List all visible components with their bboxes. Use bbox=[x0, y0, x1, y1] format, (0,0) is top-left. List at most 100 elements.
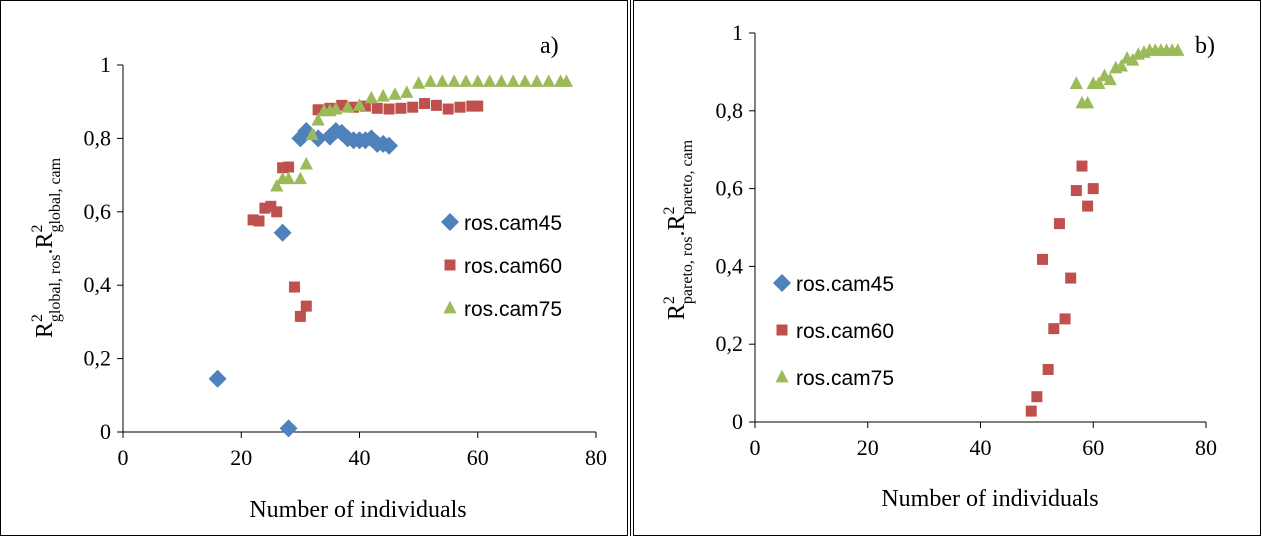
y-tick-label-b-4: 0,8 bbox=[716, 98, 744, 123]
point-b-ros.cam60-6 bbox=[1059, 313, 1071, 325]
point-a-ros.cam45-1 bbox=[273, 223, 292, 242]
point-a-ros.cam75-5 bbox=[305, 127, 319, 141]
point-b-ros.cam60-5 bbox=[1053, 218, 1065, 230]
legend-b-marker-ros.cam60 bbox=[776, 324, 788, 336]
legend-b-label-ros.cam45: ros.cam45 bbox=[796, 273, 894, 296]
point-b-ros.cam75-0 bbox=[1069, 76, 1083, 89]
x-tick-label-b-0: 0 bbox=[750, 435, 761, 460]
point-a-ros.cam75-25 bbox=[518, 74, 532, 87]
point-a-ros.cam60-6 bbox=[283, 161, 295, 173]
y-tick-label-b-2: 0,4 bbox=[716, 253, 744, 278]
point-a-ros.cam60-7 bbox=[288, 281, 300, 293]
point-a-ros.cam75-6 bbox=[311, 112, 325, 126]
point-a-ros.cam45-0 bbox=[208, 369, 227, 388]
legend-a-marker-ros.cam45 bbox=[441, 213, 459, 231]
point-a-ros.cam60-16 bbox=[383, 103, 395, 115]
point-a-ros.cam75-20 bbox=[459, 74, 473, 87]
point-a-ros.cam75-12 bbox=[364, 90, 378, 104]
point-a-ros.cam75-18 bbox=[435, 74, 449, 87]
y-tick-label-b-3: 0,6 bbox=[716, 176, 744, 201]
y-label-b-sup2: 2 bbox=[661, 207, 678, 215]
point-b-ros.cam60-2 bbox=[1037, 253, 1049, 265]
y-label-b-base: R bbox=[664, 304, 690, 320]
point-a-ros.cam75-23 bbox=[494, 74, 508, 87]
point-a-ros.cam60-4 bbox=[271, 206, 283, 218]
y-label-a-sup2: 2 bbox=[29, 225, 46, 233]
point-a-ros.cam75-3 bbox=[293, 171, 307, 185]
point-a-ros.cam75-9 bbox=[329, 101, 343, 115]
point-a-ros.cam75-19 bbox=[447, 74, 461, 87]
point-a-ros.cam60-9 bbox=[300, 300, 312, 312]
point-b-ros.cam75-8 bbox=[1114, 58, 1129, 72]
y-label-b-sep: .R bbox=[664, 215, 690, 237]
legend-a-marker-ros.cam60 bbox=[444, 259, 456, 271]
y-axis-label-a: R2global, ros.R2global, cam bbox=[29, 157, 64, 338]
y-tick-label-a-4: 0,8 bbox=[84, 125, 112, 150]
legend-a: ros.cam45 ros.cam60 ros.cam75 bbox=[441, 212, 562, 321]
point-a-ros.cam75-15 bbox=[400, 85, 414, 98]
y-label-b-sub2: pareto, cam bbox=[679, 139, 696, 214]
point-b-ros.cam60-11 bbox=[1087, 183, 1099, 195]
point-a-ros.cam45-2 bbox=[279, 419, 298, 438]
chart-panel-b: 0 0,2 0,4 0,6 0,8 1 0 20 40 60 80 b) Number of ind… bbox=[661, 20, 1217, 512]
point-a-ros.cam75-14 bbox=[388, 87, 402, 100]
y-tick-label-b-1: 0,2 bbox=[716, 331, 744, 356]
point-b-ros.cam60-1 bbox=[1031, 391, 1043, 403]
chart-panel-a: 0 0,2 0,4 0,6 0,8 1 0 20 40 60 80 a) Number of ind… bbox=[29, 33, 607, 523]
point-a-ros.cam75-22 bbox=[482, 74, 497, 87]
x-tick-label-b-3: 60 bbox=[1082, 435, 1104, 460]
x-tick-label-a-4: 80 bbox=[585, 445, 607, 470]
legend-a-label-ros.cam75: ros.cam75 bbox=[464, 298, 562, 321]
point-b-ros.cam60-4 bbox=[1048, 323, 1060, 335]
point-a-ros.cam60-23 bbox=[466, 100, 478, 112]
y-tick-label-a-3: 0,6 bbox=[84, 199, 112, 224]
point-a-ros.cam75-16 bbox=[412, 76, 426, 89]
x-tick-label-a-0: 0 bbox=[118, 445, 129, 470]
point-a-ros.cam75-27 bbox=[542, 74, 556, 87]
point-b-ros.cam60-7 bbox=[1065, 272, 1077, 284]
x-tick-label-b-1: 20 bbox=[857, 435, 879, 460]
x-tick-label-a-2: 40 bbox=[349, 445, 371, 470]
point-a-ros.cam60-1 bbox=[253, 215, 265, 227]
legend-b-label-ros.cam75: ros.cam75 bbox=[796, 367, 894, 390]
y-tick-label-a-5: 1 bbox=[100, 52, 111, 77]
legend-b-marker-ros.cam45 bbox=[773, 274, 791, 292]
point-a-ros.cam60-13 bbox=[348, 101, 360, 113]
panel-b-tag: b) bbox=[1195, 33, 1215, 59]
x-axis-label-a: Number of individuals bbox=[249, 497, 466, 523]
point-a-ros.cam60-14 bbox=[359, 100, 371, 112]
point-a-ros.cam60-19 bbox=[419, 98, 431, 110]
legend-b: ros.cam45 ros.cam60 ros.cam75 bbox=[773, 273, 894, 390]
x-tick-label-b-2: 40 bbox=[970, 435, 992, 460]
point-b-ros.cam60-8 bbox=[1070, 185, 1082, 197]
point-a-ros.cam75-29 bbox=[559, 74, 574, 87]
point-b-ros.cam75-18 bbox=[1171, 43, 1185, 56]
point-b-ros.cam60-3 bbox=[1042, 363, 1054, 375]
point-a-ros.cam60-18 bbox=[407, 101, 419, 113]
point-b-ros.cam75-6 bbox=[1103, 72, 1117, 86]
point-a-ros.cam75-2 bbox=[281, 171, 296, 185]
y-tick-label-b-0: 0 bbox=[732, 409, 743, 434]
point-b-ros.cam75-2 bbox=[1081, 95, 1095, 109]
point-a-ros.cam75-17 bbox=[423, 74, 438, 87]
y-tick-label-b-5: 1 bbox=[732, 20, 743, 45]
point-a-ros.cam45-16 bbox=[380, 136, 399, 155]
point-a-ros.cam75-21 bbox=[471, 74, 485, 87]
point-a-ros.cam60-8 bbox=[294, 310, 306, 322]
legend-b-marker-ros.cam75 bbox=[775, 369, 789, 383]
y-tick-label-a-0: 0 bbox=[100, 419, 111, 444]
y-tick-label-a-1: 0,2 bbox=[84, 346, 112, 371]
point-a-ros.cam60-24 bbox=[472, 100, 484, 112]
point-a-ros.cam75-0 bbox=[270, 178, 284, 192]
y-label-a-base: R bbox=[32, 322, 58, 338]
point-b-ros.cam75-4 bbox=[1092, 76, 1106, 89]
point-b-ros.cam60-9 bbox=[1076, 160, 1088, 172]
point-a-ros.cam60-15 bbox=[371, 102, 383, 114]
panel-a-tag: a) bbox=[540, 33, 559, 59]
point-a-ros.cam75-10 bbox=[341, 100, 355, 113]
point-a-ros.cam75-4 bbox=[299, 156, 313, 170]
point-a-ros.cam60-5 bbox=[277, 162, 289, 174]
point-a-ros.cam60-10 bbox=[312, 104, 324, 116]
point-a-ros.cam75-11 bbox=[352, 98, 367, 111]
